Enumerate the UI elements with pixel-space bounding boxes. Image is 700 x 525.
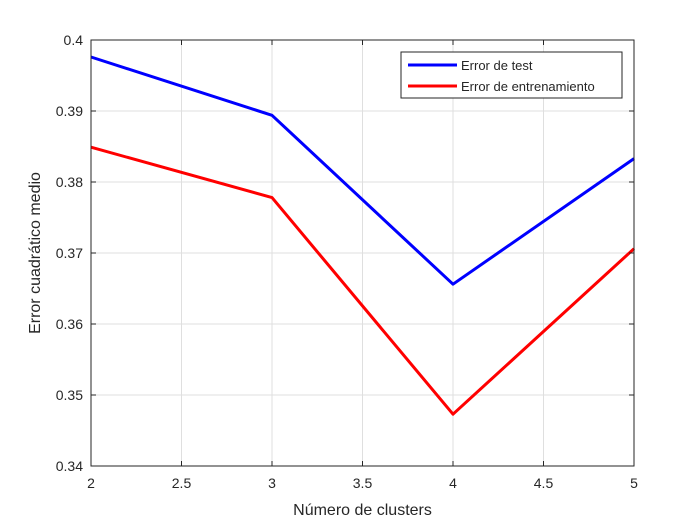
y-tick-label: 0.4	[64, 32, 84, 48]
legend-label-test: Error de test	[461, 58, 533, 73]
y-tick-label: 0.35	[56, 387, 83, 403]
y-tick-label: 0.34	[56, 458, 83, 474]
y-axis-label: Error cuadrático medio	[27, 172, 44, 334]
series-group	[90, 55, 636, 416]
x-tick-label: 5	[630, 475, 638, 491]
legend-label-train: Error de entrenamiento	[461, 79, 595, 94]
x-tick-label: 4	[449, 475, 457, 491]
x-tick-label: 2	[87, 475, 95, 491]
x-tick-label: 3.5	[353, 475, 373, 491]
y-tick-label: 0.38	[56, 174, 83, 190]
x-tick-label: 4.5	[534, 475, 554, 491]
series-line-train	[90, 145, 636, 416]
x-tick-label: 2.5	[172, 475, 192, 491]
x-axis-label: Número de clusters	[293, 502, 432, 519]
tick-labels: 2 2.5 3 3.5 4 4.5 5 0.34 0.35 0.36 0.37 0.38 0.39 0.4	[56, 32, 638, 491]
x-tick-label: 3	[268, 475, 276, 491]
y-tick-label: 0.37	[56, 245, 83, 261]
legend: Error de test Error de entrenamiento	[400, 51, 623, 99]
y-tick-label: 0.36	[56, 316, 83, 332]
series-line-test	[90, 55, 635, 286]
y-tick-label: 0.39	[56, 103, 83, 119]
legend-box	[400, 51, 623, 99]
ticks	[90, 39, 635, 467]
